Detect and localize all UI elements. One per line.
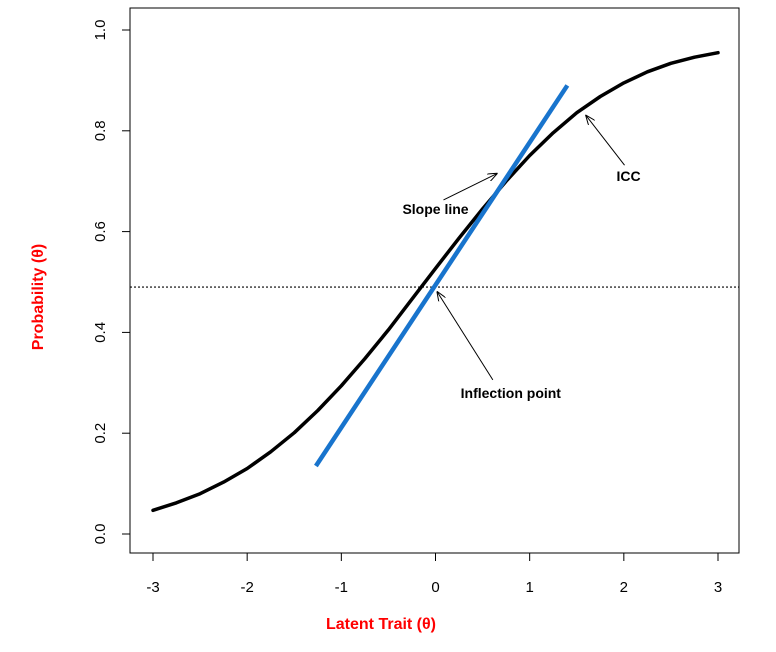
icc-curve — [151, 50, 720, 513]
x-tick-label: -1 — [335, 579, 348, 596]
y-tick-label: 1.0 — [92, 20, 109, 41]
x-tick-label: 2 — [620, 579, 628, 596]
x-tick-label: 3 — [714, 579, 722, 596]
x-tick-label: 0 — [431, 579, 439, 596]
slope-line-label: Slope line — [402, 201, 468, 217]
icc-label: ICC — [616, 168, 640, 184]
y-tick-label: 0.0 — [92, 524, 109, 545]
y-tick-label: 0.6 — [92, 221, 109, 242]
icc-arrow — [586, 116, 625, 166]
y-tick-label: 0.8 — [92, 120, 109, 141]
y-tick-label: 0.4 — [92, 322, 109, 343]
plot-frame — [129, 7, 740, 554]
x-tick-label: -2 — [240, 579, 253, 596]
x-axis-title: Latent Trait (θ) — [326, 616, 436, 633]
inflection-point-arrow — [437, 292, 494, 381]
annotations: Slope line ICC Inflection point — [402, 116, 641, 401]
x-tick-label: 1 — [525, 579, 533, 596]
inflection-point-label: Inflection point — [461, 385, 562, 401]
y-axis-title: Probability (θ) — [30, 244, 47, 350]
x-tick-label: -3 — [146, 579, 159, 596]
slope-line-arrow — [443, 174, 497, 201]
x-axis: -3 -2 -1 0 1 2 3 — [146, 552, 722, 596]
y-tick-label: 0.2 — [92, 423, 109, 444]
y-axis: 0.0 0.2 0.4 0.6 0.8 1.0 — [92, 20, 131, 545]
slope-line — [314, 84, 570, 468]
